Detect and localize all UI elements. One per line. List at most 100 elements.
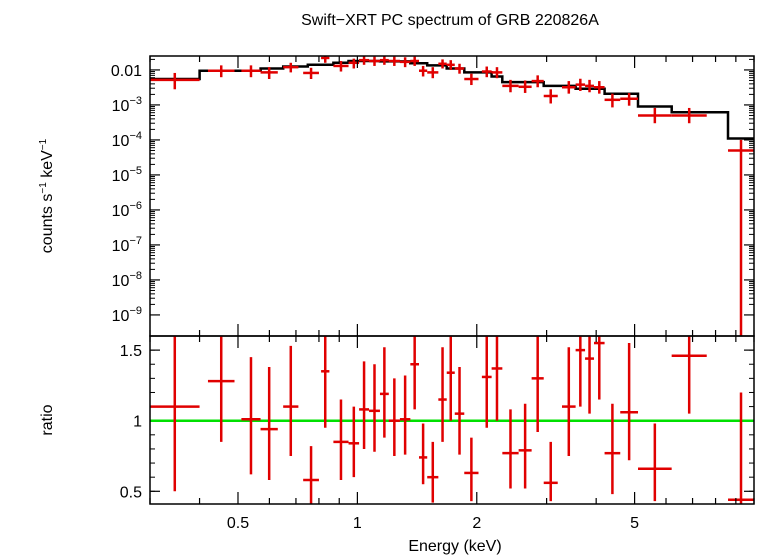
y-tick-label-exponent: −4 bbox=[129, 130, 142, 142]
spectrum-data-point bbox=[303, 67, 319, 80]
ratio-y-tick-label: 0.5 bbox=[120, 484, 142, 501]
ratio-data-point bbox=[418, 423, 428, 485]
y-tick-label: 10−8 bbox=[112, 270, 142, 290]
ratio-data-point bbox=[348, 406, 360, 478]
y-label-base: counts s bbox=[39, 194, 56, 254]
ratio-data-point bbox=[575, 336, 586, 407]
ratio-data-point bbox=[620, 343, 639, 461]
y-tick-label-exponent: −8 bbox=[129, 270, 142, 282]
spectrum-data-point bbox=[620, 92, 639, 106]
spectrum-data-point bbox=[454, 63, 465, 74]
y-tick-label: 10−7 bbox=[112, 235, 142, 255]
ratio-data-point bbox=[438, 347, 447, 442]
spectrum-data-point bbox=[399, 57, 411, 68]
y-tick-label-base: 10 bbox=[112, 133, 130, 150]
spectrum-panel-frame bbox=[149, 55, 755, 337]
spectrum-data-point bbox=[543, 89, 558, 104]
ratio-data-point bbox=[399, 375, 411, 455]
chart-title: Swift−XRT PC spectrum of GRB 220826A bbox=[301, 12, 599, 29]
spectrum-data-point bbox=[518, 80, 532, 93]
ratio-data-point bbox=[728, 392, 754, 504]
ratio-data-point bbox=[502, 409, 519, 489]
spectrum-data-point bbox=[241, 65, 261, 78]
ratio-data-point bbox=[531, 336, 544, 432]
energy-x-ticks: 0.5 1 2 5 bbox=[149, 56, 755, 532]
spectrum-data-points bbox=[150, 56, 754, 336]
spectrum-data-point bbox=[427, 67, 439, 79]
spectrum-data-point bbox=[418, 65, 428, 77]
ratio-data-point bbox=[410, 336, 419, 410]
y-tick-label-exponent: −5 bbox=[129, 165, 142, 177]
ratio-data-point bbox=[303, 446, 319, 504]
spectrum-data-point bbox=[594, 81, 605, 94]
spectrum-data-point bbox=[410, 56, 419, 66]
y-tick-label: 10−9 bbox=[112, 305, 142, 325]
ratio-data-point bbox=[379, 347, 389, 438]
y-tick-label-exponent: −3 bbox=[129, 95, 142, 107]
spectrum-data-point bbox=[359, 56, 370, 65]
spectrum-data-point bbox=[464, 73, 479, 86]
model-step-line bbox=[150, 59, 754, 140]
y-tick-label-exponent: −9 bbox=[129, 305, 142, 317]
ratio-data-point bbox=[481, 336, 492, 428]
spectrum-data-point bbox=[150, 72, 200, 90]
y-tick-label: 10−5 bbox=[112, 165, 142, 185]
ratio-y-axis-label: ratio bbox=[39, 404, 56, 435]
model-curve bbox=[150, 59, 754, 140]
ratio-data-point bbox=[207, 336, 235, 442]
y-label-exp-1: −1 bbox=[38, 182, 49, 194]
ratio-data-point bbox=[388, 378, 400, 456]
y-tick-label-base: 10 bbox=[112, 98, 130, 115]
ratio-data-point bbox=[543, 441, 558, 502]
y-label-exp-2: −1 bbox=[38, 138, 49, 150]
ratio-data-point bbox=[604, 403, 621, 495]
spectrum-data-point bbox=[369, 56, 380, 66]
ratio-data-point bbox=[638, 423, 672, 502]
spectrum-data-point bbox=[388, 56, 400, 66]
ratio-data-point bbox=[585, 336, 595, 414]
x-tick-label: 1 bbox=[353, 515, 362, 532]
spectrum-data-point bbox=[638, 107, 672, 124]
ratio-data-point bbox=[454, 367, 465, 455]
y-tick-label-base: 10 bbox=[112, 273, 130, 290]
spectrum-data-point bbox=[260, 67, 278, 80]
x-axis-label: Energy (keV) bbox=[408, 538, 501, 555]
ratio-data-points bbox=[150, 336, 754, 504]
ratio-panel-frame bbox=[149, 335, 755, 505]
y-tick-label: 10−6 bbox=[112, 200, 142, 220]
ratio-y-tick-label: 1.5 bbox=[120, 343, 142, 360]
ratio-data-point bbox=[427, 441, 439, 503]
spectrum-data-point bbox=[575, 78, 586, 91]
spectrum-data-point bbox=[333, 60, 349, 72]
y-tick-label-exponent: −6 bbox=[129, 200, 142, 212]
ratio-data-point bbox=[464, 437, 479, 502]
spectrum-data-point bbox=[379, 56, 389, 65]
y-tick-label-exponent: −7 bbox=[129, 235, 142, 247]
spectrum-data-point bbox=[728, 139, 754, 336]
spectrum-data-point bbox=[283, 62, 299, 73]
spectrum-data-point bbox=[491, 67, 503, 79]
y-tick-label-base: 10 bbox=[112, 203, 130, 220]
spectrum-data-point bbox=[585, 79, 595, 93]
ratio-data-point bbox=[260, 367, 278, 480]
y-label-mid: keV bbox=[39, 150, 56, 182]
ratio-data-point bbox=[241, 357, 261, 475]
ratio-data-point bbox=[491, 336, 503, 421]
ratio-data-point bbox=[518, 403, 532, 489]
y-tick-label-base: 10 bbox=[112, 238, 130, 255]
x-tick-label: 5 bbox=[630, 515, 639, 532]
ratio-data-point bbox=[594, 336, 605, 400]
ratio-y-tick-label: 1 bbox=[133, 414, 142, 431]
ratio-data-point bbox=[446, 336, 455, 421]
ratio-data-point bbox=[359, 361, 370, 449]
spectrum-data-point bbox=[446, 60, 455, 70]
spectrum-data-point bbox=[438, 59, 447, 69]
ratio-data-point bbox=[321, 336, 330, 428]
ratio-data-point bbox=[283, 345, 299, 456]
spectrum-y-axis-label: counts s−1 keV−1 bbox=[38, 138, 56, 253]
ratio-data-point bbox=[369, 364, 380, 452]
y-tick-label: 10−4 bbox=[112, 130, 142, 150]
ratio-data-point bbox=[561, 347, 576, 456]
